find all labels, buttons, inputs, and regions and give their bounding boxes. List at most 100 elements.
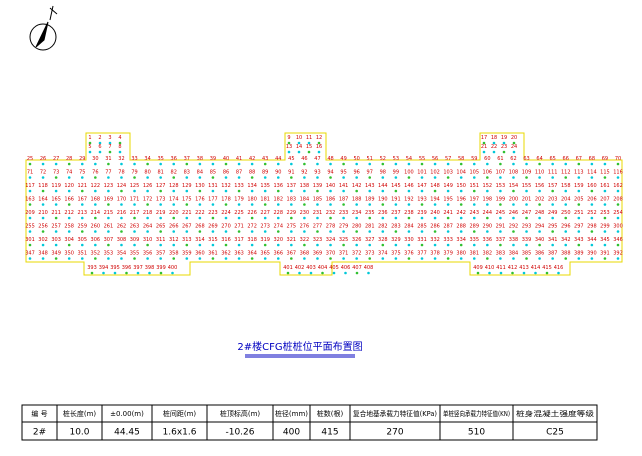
pile: [499, 230, 502, 233]
pile-number: 319: [260, 237, 270, 243]
pile: [198, 230, 202, 233]
pile-number: 232: [326, 210, 336, 216]
pile: [433, 162, 437, 166]
pile: [577, 216, 581, 220]
pile-number: 99: [393, 170, 399, 176]
pile: [321, 271, 324, 275]
pile: [355, 271, 359, 275]
pile-number: 252: [587, 210, 597, 216]
pile-number: 246: [509, 210, 519, 216]
pile: [148, 271, 151, 275]
pile: [329, 176, 332, 179]
pile: [136, 271, 140, 275]
pile-number: 10: [296, 135, 302, 141]
pile: [590, 243, 594, 247]
pile-number: 131: [208, 183, 218, 189]
pile: [368, 230, 372, 233]
pile: [159, 243, 162, 247]
pile: [276, 257, 280, 260]
pile-number: 175: [182, 197, 192, 203]
pile: [564, 230, 568, 233]
pile: [459, 176, 463, 179]
table-cell: 10.0: [69, 428, 89, 438]
table-header: 桩身混凝土强度等级: [516, 409, 594, 418]
pile-number: 81: [157, 170, 163, 176]
pile: [290, 243, 293, 247]
pile-number: 18: [491, 135, 497, 141]
pile-number: 167: [77, 197, 87, 203]
pile-number: 17: [481, 135, 487, 141]
pile: [564, 216, 568, 220]
pile-number: 194: [430, 197, 440, 203]
pile-number: 25: [27, 156, 33, 162]
pile-number: 174: [169, 197, 179, 203]
pile-number: 204: [561, 197, 571, 203]
pile: [172, 189, 176, 193]
pile-number: 265: [156, 224, 166, 230]
pile: [590, 162, 594, 166]
pile: [472, 162, 476, 166]
pile-number: 3: [108, 135, 111, 141]
pile-number: 27: [53, 156, 59, 162]
pile-number: 233: [339, 210, 349, 216]
pile: [133, 189, 136, 193]
pile-number: 199: [496, 197, 506, 203]
pile-number: 7: [108, 144, 111, 150]
pile-number: 400: [168, 265, 178, 271]
table-header: 桩间距(m): [163, 409, 197, 418]
pile: [172, 162, 176, 166]
pile: [603, 257, 607, 260]
pile: [159, 176, 162, 179]
pile: [459, 162, 463, 166]
pile: [551, 176, 554, 179]
pile-number: 270: [221, 224, 231, 230]
pile-number: 399: [156, 265, 166, 271]
pile-number: 366: [273, 251, 283, 257]
pile-number: 103: [443, 170, 453, 176]
pile-number: 115: [600, 170, 610, 176]
pile-number: 50: [353, 156, 359, 162]
pile: [224, 176, 228, 179]
pile-number: 389: [574, 251, 584, 257]
pile-number: 142: [352, 183, 362, 189]
pile: [381, 216, 385, 220]
pile-number: 310: [143, 237, 153, 243]
pile: [120, 230, 123, 233]
pile-number: 36: [171, 156, 177, 162]
pile: [486, 216, 489, 220]
pile-number: 369: [313, 251, 323, 257]
pile-number: 334: [456, 237, 466, 243]
pile-number: 53: [393, 156, 399, 162]
pile: [342, 243, 345, 247]
pile-number: 243: [469, 210, 479, 216]
pile: [420, 230, 424, 233]
table-cell: 270: [386, 428, 403, 438]
pile: [198, 216, 202, 220]
pile-number: 181: [260, 197, 270, 203]
pile-number: 54: [406, 156, 412, 162]
pile-number: 362: [221, 251, 231, 257]
pile: [307, 141, 311, 145]
pile: [486, 203, 489, 206]
pile-number: 147: [417, 183, 427, 189]
pile-number: 311: [156, 237, 166, 243]
pile-number: 83: [184, 170, 190, 176]
pile: [420, 257, 424, 260]
pile: [551, 230, 554, 233]
pile: [120, 257, 123, 260]
pile-number: 281: [365, 224, 375, 230]
pile-number: 198: [483, 197, 493, 203]
pile: [342, 189, 345, 193]
pile: [287, 150, 291, 154]
pile-number: 207: [600, 197, 610, 203]
pile-number: 5: [88, 144, 91, 150]
pile-number: 40: [223, 156, 229, 162]
pile-number: 109: [522, 170, 532, 176]
pile: [616, 203, 620, 206]
pile-number: 239: [417, 210, 427, 216]
pile: [67, 257, 71, 260]
pile: [433, 216, 437, 220]
pile-number: 282: [378, 224, 388, 230]
pile-number: 203: [548, 197, 558, 203]
pile: [446, 243, 450, 247]
